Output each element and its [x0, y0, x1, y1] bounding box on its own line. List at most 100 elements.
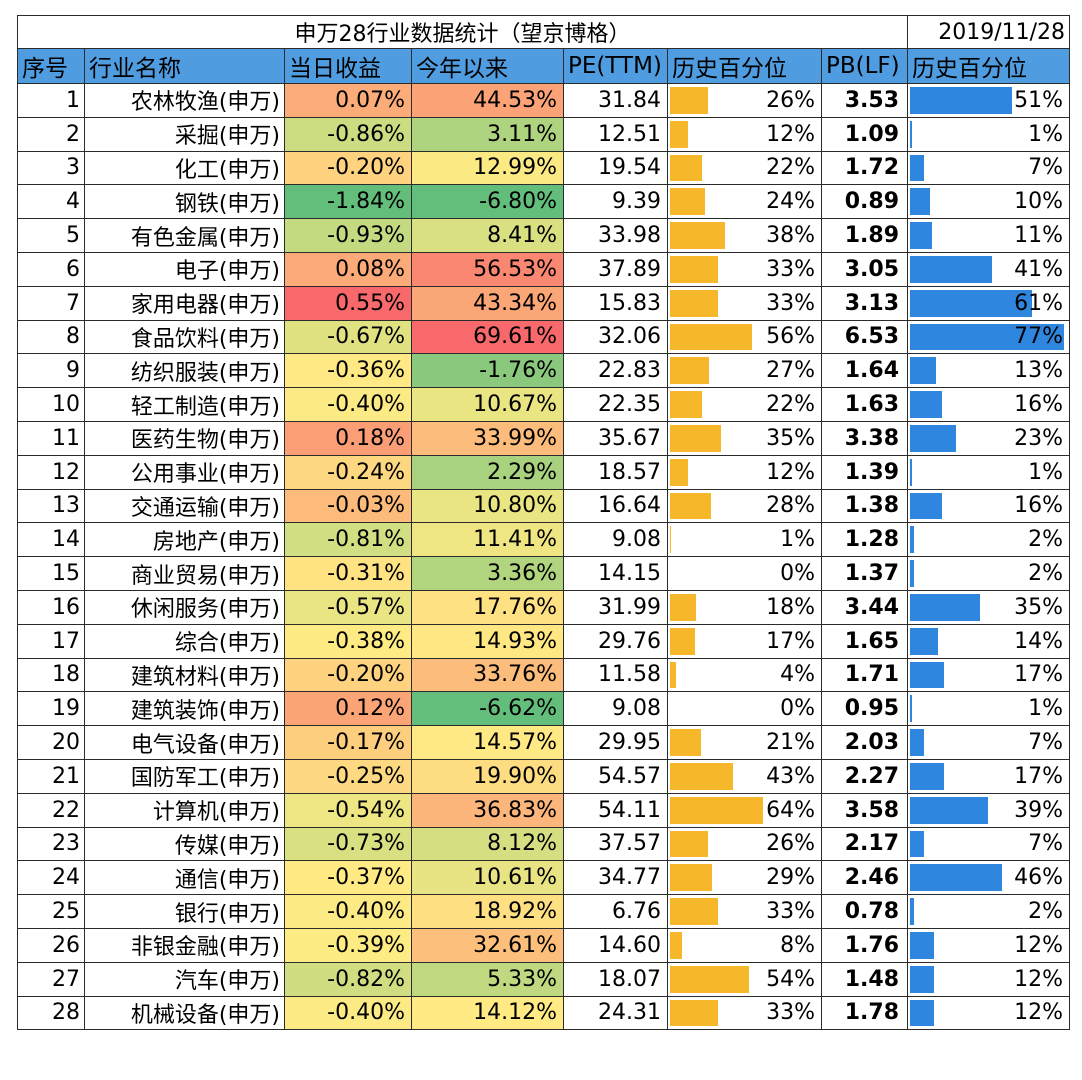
pe-value[interactable]: 14.15 [563, 556, 668, 591]
header-pe[interactable]: PE(TTM) [563, 48, 668, 84]
pe-value[interactable]: 31.99 [563, 589, 668, 625]
pb-value[interactable]: 2.46 [820, 860, 909, 896]
ytd-return[interactable]: 44.53% [411, 83, 564, 118]
pb-value[interactable]: 3.44 [820, 589, 909, 625]
pe-percentile[interactable]: 22% [667, 387, 822, 422]
row-index[interactable]: 21 [17, 758, 85, 794]
pe-percentile[interactable]: 28% [667, 488, 822, 524]
pb-percentile[interactable]: 35% [907, 589, 1071, 625]
daily-return[interactable]: -0.38% [284, 623, 412, 659]
pe-percentile[interactable]: 12% [667, 454, 822, 490]
daily-return[interactable]: -0.25% [284, 758, 412, 794]
ytd-return[interactable]: 14.12% [411, 995, 564, 1031]
ytd-return[interactable]: 12.99% [411, 150, 564, 186]
pb-value[interactable]: 1.89 [820, 218, 909, 253]
daily-return[interactable]: -0.82% [284, 961, 412, 997]
ytd-return[interactable]: 2.29% [411, 454, 564, 490]
pb-percentile[interactable]: 7% [907, 826, 1071, 862]
pb-percentile[interactable]: 12% [907, 995, 1071, 1031]
ytd-return[interactable]: 10.61% [411, 860, 564, 896]
pe-value[interactable]: 16.64 [563, 488, 668, 524]
daily-return[interactable]: -0.31% [284, 556, 412, 591]
ytd-return[interactable]: 56.53% [411, 251, 564, 287]
ytd-return[interactable]: 3.36% [411, 556, 564, 591]
pe-value[interactable]: 18.07 [563, 961, 668, 997]
pb-value[interactable]: 3.58 [820, 792, 909, 828]
pb-value[interactable]: 2.03 [820, 725, 909, 760]
pe-value[interactable]: 33.98 [563, 218, 668, 253]
pe-value[interactable]: 37.89 [563, 251, 668, 287]
header-index[interactable]: 序号 [17, 48, 85, 84]
ytd-return[interactable]: 33.76% [411, 657, 564, 693]
pb-percentile[interactable]: 23% [907, 420, 1071, 456]
pb-percentile[interactable]: 7% [907, 150, 1071, 186]
ytd-return[interactable]: 36.83% [411, 792, 564, 828]
pe-value[interactable]: 9.39 [563, 184, 668, 220]
pe-percentile[interactable]: 33% [667, 894, 822, 929]
row-index[interactable]: 15 [17, 556, 85, 591]
row-index[interactable]: 23 [17, 826, 85, 862]
pb-value[interactable]: 1.09 [820, 116, 909, 152]
ytd-return[interactable]: -6.62% [411, 691, 564, 727]
row-index[interactable]: 13 [17, 488, 85, 524]
daily-return[interactable]: 0.55% [284, 285, 412, 321]
daily-return[interactable]: -0.67% [284, 319, 412, 355]
daily-return[interactable]: 0.08% [284, 251, 412, 287]
industry-name[interactable]: 建筑装饰(申万) [84, 691, 285, 727]
pe-value[interactable]: 18.57 [563, 454, 668, 490]
pb-percentile[interactable]: 41% [907, 251, 1071, 287]
pb-value[interactable]: 3.53 [820, 83, 909, 118]
industry-name[interactable]: 传媒(申万) [84, 826, 285, 862]
row-index[interactable]: 10 [17, 387, 85, 422]
pe-percentile[interactable]: 12% [667, 116, 822, 152]
daily-return[interactable]: -0.39% [284, 927, 412, 963]
ytd-return[interactable]: -6.80% [411, 184, 564, 220]
daily-return[interactable]: -0.81% [284, 522, 412, 558]
industry-name[interactable]: 医药生物(申万) [84, 420, 285, 456]
row-index[interactable]: 27 [17, 961, 85, 997]
industry-name[interactable]: 国防军工(申万) [84, 758, 285, 794]
daily-return[interactable]: -0.20% [284, 657, 412, 693]
daily-return[interactable]: -0.93% [284, 218, 412, 253]
header-pb[interactable]: PB(LF) [820, 48, 909, 84]
pe-value[interactable]: 11.58 [563, 657, 668, 693]
daily-return[interactable]: 0.18% [284, 420, 412, 456]
industry-name[interactable]: 轻工制造(申万) [84, 387, 285, 422]
header-daily-return[interactable]: 当日收益 [284, 48, 412, 84]
report-date[interactable]: 2019/11/28 [907, 15, 1071, 49]
pb-percentile[interactable]: 51% [907, 83, 1071, 118]
pe-value[interactable]: 6.76 [563, 894, 668, 929]
pb-value[interactable]: 3.05 [820, 251, 909, 287]
daily-return[interactable]: 0.12% [284, 691, 412, 727]
pe-percentile[interactable]: 43% [667, 758, 822, 794]
ytd-return[interactable]: 32.61% [411, 927, 564, 963]
pe-value[interactable]: 15.83 [563, 285, 668, 321]
pe-percentile[interactable]: 54% [667, 961, 822, 997]
ytd-return[interactable]: -1.76% [411, 353, 564, 389]
pb-value[interactable]: 2.17 [820, 826, 909, 862]
industry-name[interactable]: 通信(申万) [84, 860, 285, 896]
pb-value[interactable]: 6.53 [820, 319, 909, 355]
pe-value[interactable]: 19.54 [563, 150, 668, 186]
pb-percentile[interactable]: 39% [907, 792, 1071, 828]
pe-value[interactable]: 22.83 [563, 353, 668, 389]
pe-percentile[interactable]: 4% [667, 657, 822, 693]
pe-percentile[interactable]: 0% [667, 556, 822, 591]
pb-percentile[interactable]: 1% [907, 454, 1071, 490]
pe-value[interactable]: 54.11 [563, 792, 668, 828]
header-industry[interactable]: 行业名称 [84, 48, 285, 84]
pb-percentile[interactable]: 2% [907, 556, 1071, 591]
pe-value[interactable]: 54.57 [563, 758, 668, 794]
pe-percentile[interactable]: 26% [667, 826, 822, 862]
pb-value[interactable]: 3.38 [820, 420, 909, 456]
pe-value[interactable]: 35.67 [563, 420, 668, 456]
ytd-return[interactable]: 10.67% [411, 387, 564, 422]
ytd-return[interactable]: 5.33% [411, 961, 564, 997]
row-index[interactable]: 20 [17, 725, 85, 760]
row-index[interactable]: 11 [17, 420, 85, 456]
pe-value[interactable]: 9.08 [563, 691, 668, 727]
daily-return[interactable]: 0.07% [284, 83, 412, 118]
row-index[interactable]: 22 [17, 792, 85, 828]
ytd-return[interactable]: 8.12% [411, 826, 564, 862]
industry-name[interactable]: 机械设备(申万) [84, 995, 285, 1031]
